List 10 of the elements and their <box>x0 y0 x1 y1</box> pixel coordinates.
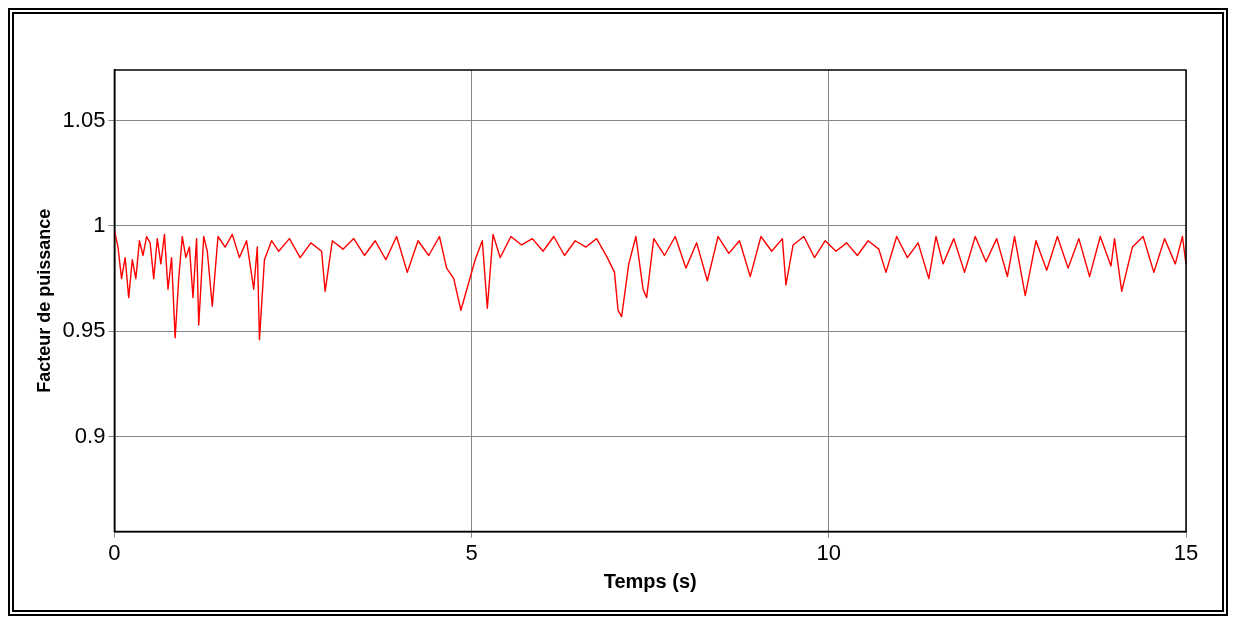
x-tick-label: 5 <box>465 539 478 565</box>
y-tick-label: 0.95 <box>62 317 106 343</box>
x-tick-label: 10 <box>816 539 842 565</box>
y-axis-title: Facteur de puissance <box>33 208 54 393</box>
x-axis-title: Temps (s) <box>603 569 697 592</box>
y-tick-label: 1.05 <box>62 106 106 132</box>
y-tick-label: 1 <box>93 212 106 238</box>
x-tick-label: 15 <box>1173 539 1199 565</box>
x-tick-label: 0 <box>108 539 121 565</box>
y-tick-label: 0.9 <box>74 422 106 448</box>
